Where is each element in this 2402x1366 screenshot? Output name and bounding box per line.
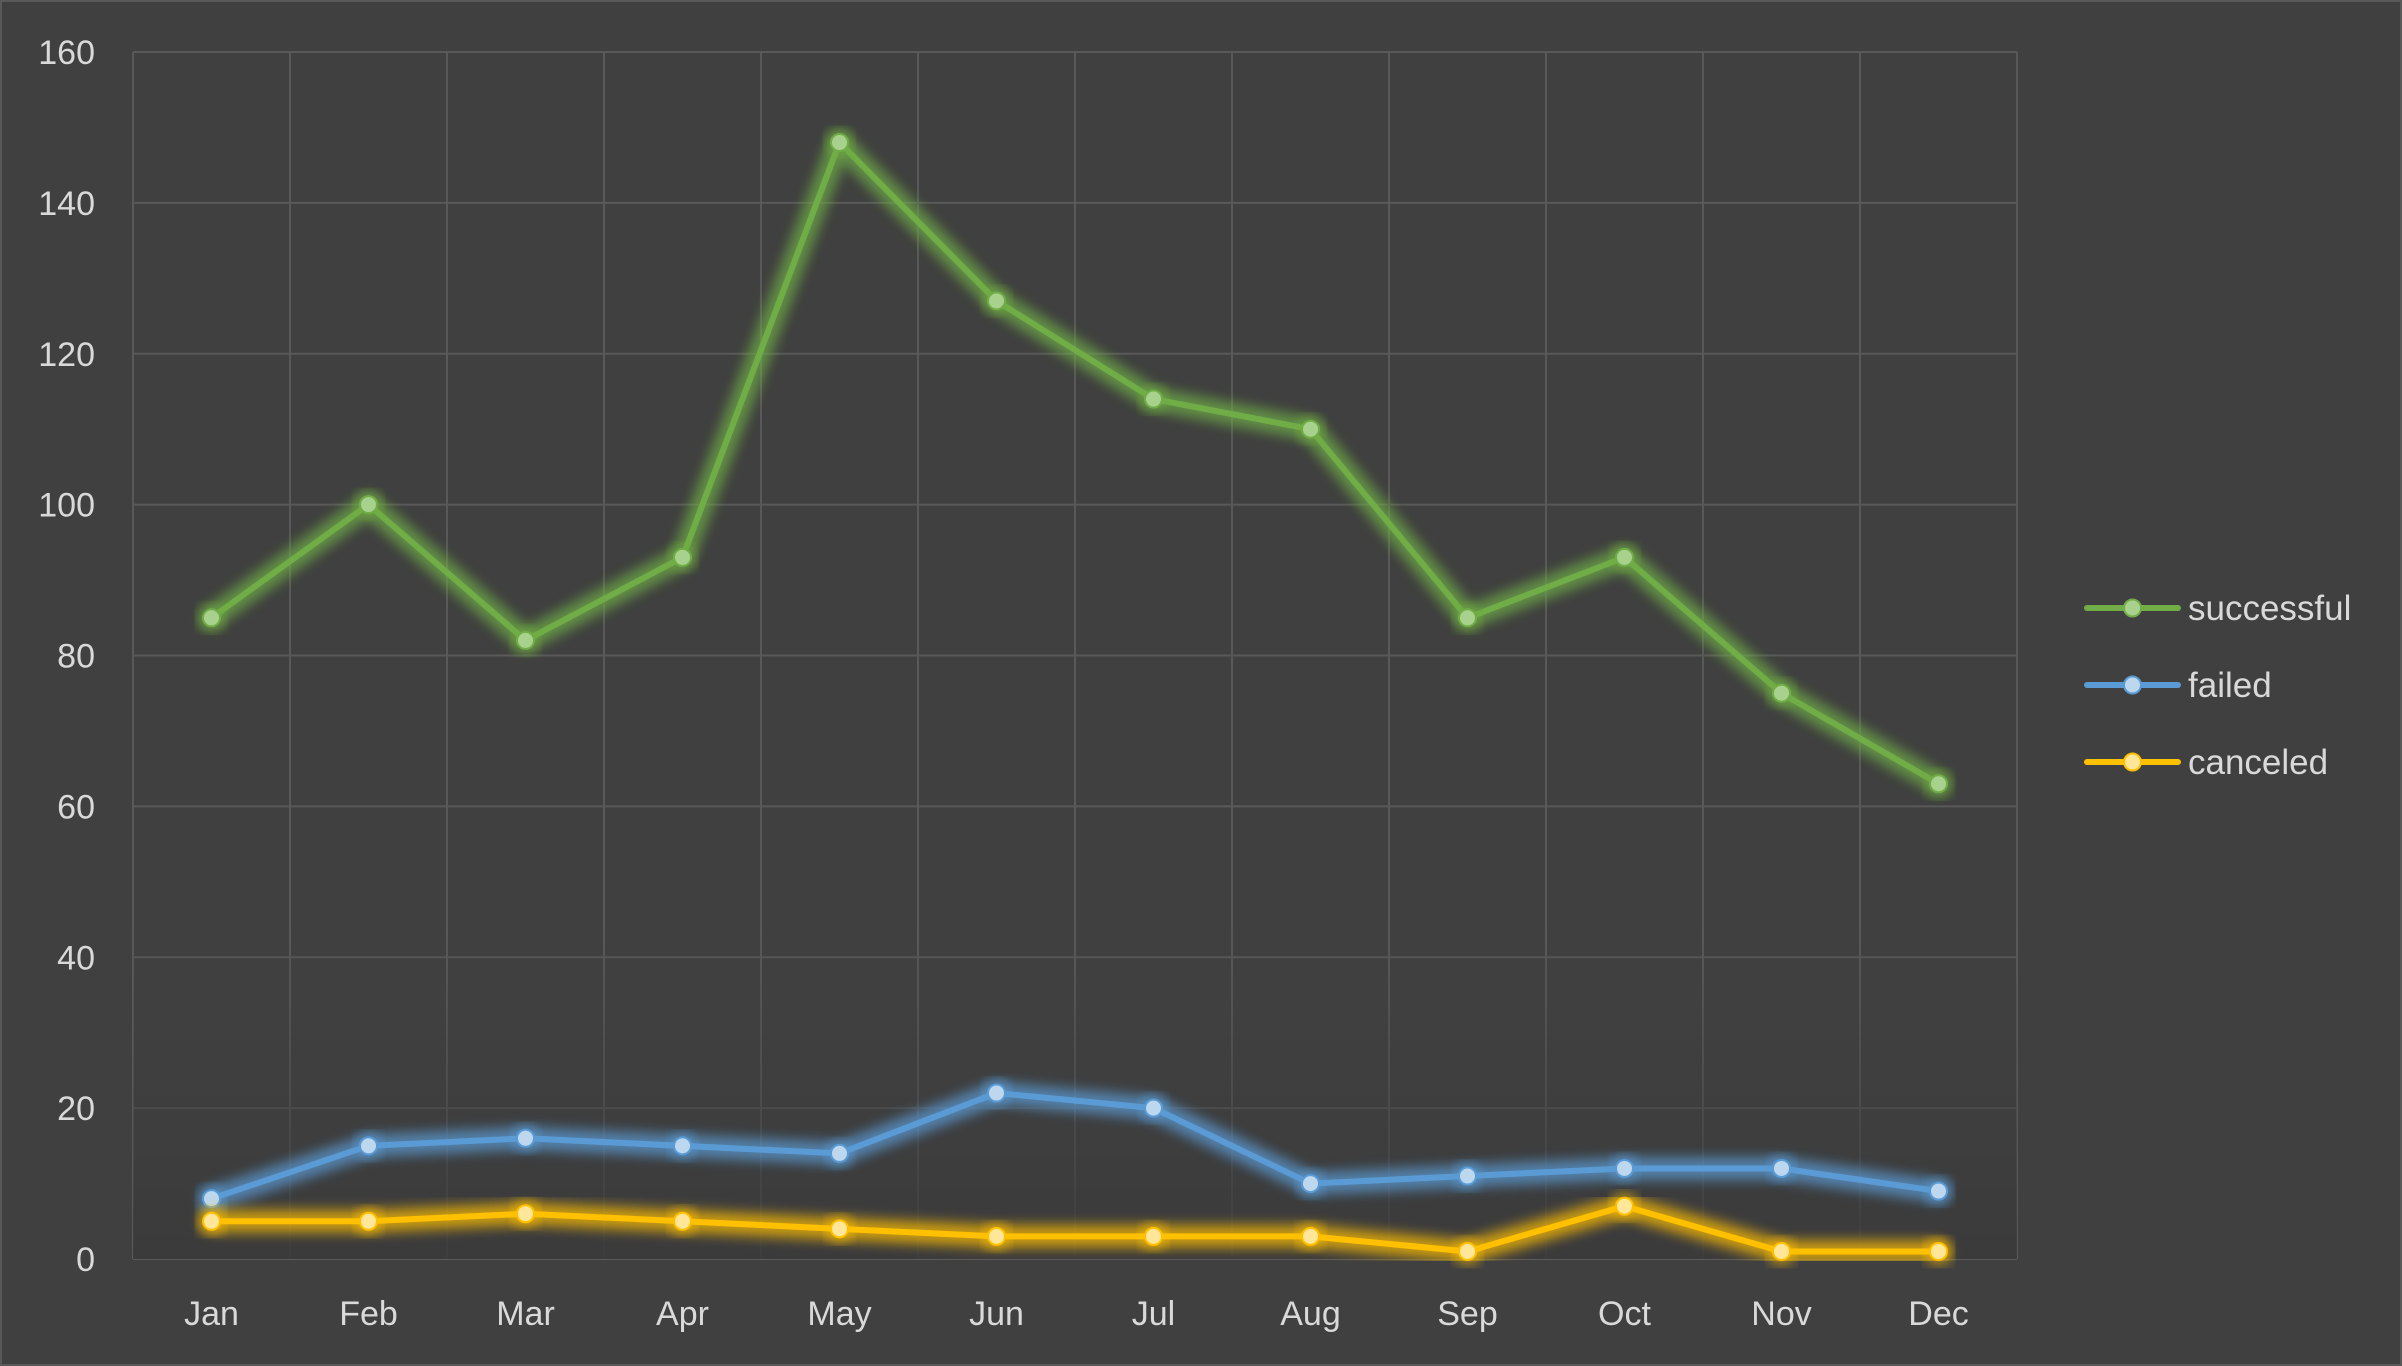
x-axis: Jan Feb Mar Apr May Jun Jul Aug Sep Oct Nov Dec (184, 1295, 1969, 1333)
data-point (1144, 1098, 1163, 1118)
data-point (202, 1211, 221, 1231)
x-tick-label: Dec (1908, 1295, 1968, 1333)
data-point (1772, 683, 1791, 703)
legend-label: successful (2188, 589, 2351, 628)
legend-label: canceled (2188, 743, 2328, 782)
data-point (987, 1226, 1006, 1246)
series-failed (199, 1081, 1951, 1211)
y-tick-label: 0 (76, 1241, 95, 1279)
x-tick-label: May (807, 1295, 871, 1333)
plot-area-shade (133, 52, 2017, 1259)
data-point (202, 608, 221, 628)
legend-marker (2123, 675, 2142, 695)
data-point (987, 291, 1006, 311)
data-point (673, 1211, 692, 1231)
legend-item-failed: failed (2084, 666, 2272, 705)
y-tick-label: 20 (57, 1090, 95, 1128)
legend-item-successful: successful (2084, 589, 2351, 628)
data-point (830, 1143, 849, 1163)
gridlines (132, 51, 2018, 1260)
y-tick-label: 80 (57, 638, 95, 676)
data-point (1458, 1166, 1477, 1186)
series-successful (199, 130, 1951, 796)
data-point (516, 630, 535, 650)
x-tick-label: Aug (1280, 1295, 1341, 1333)
x-tick-label: Mar (496, 1295, 555, 1333)
data-point (1301, 1174, 1320, 1194)
series-canceled (199, 1194, 1951, 1264)
data-point (359, 1136, 378, 1156)
legend-marker (2123, 598, 2142, 618)
legend-marker (2123, 752, 2142, 772)
data-point (1458, 608, 1477, 628)
x-tick-label: Sep (1437, 1295, 1498, 1333)
legend-label: failed (2188, 666, 2272, 705)
x-tick-label: Jan (184, 1295, 239, 1333)
data-point (1772, 1158, 1791, 1178)
data-point (1772, 1241, 1791, 1261)
series-line (208, 1090, 1942, 1202)
data-point (1144, 389, 1163, 409)
y-tick-label: 100 (38, 487, 95, 525)
y-tick-label: 120 (38, 336, 95, 374)
data-point (1929, 1181, 1948, 1201)
y-tick-label: 160 (38, 34, 95, 72)
x-tick-label: Jun (969, 1295, 1024, 1333)
data-point (673, 547, 692, 567)
data-point (1615, 1158, 1634, 1178)
series-line (208, 1203, 1942, 1255)
series-line (208, 139, 1942, 787)
data-point (516, 1128, 535, 1148)
legend-item-canceled: canceled (2084, 743, 2328, 782)
data-point (673, 1136, 692, 1156)
data-point (1301, 419, 1320, 439)
data-point (1458, 1241, 1477, 1261)
data-point (516, 1204, 535, 1224)
data-point (1301, 1226, 1320, 1246)
data-point (1615, 547, 1634, 567)
y-axis: 0 20 40 60 80 100 120 140 160 (38, 34, 95, 1279)
data-point (1144, 1226, 1163, 1246)
data-point (359, 495, 378, 515)
y-tick-label: 40 (57, 939, 95, 977)
y-tick-label: 140 (38, 185, 95, 223)
data-point (987, 1083, 1006, 1103)
x-tick-label: Nov (1751, 1295, 1811, 1333)
data-point (1929, 1241, 1948, 1261)
series-lines (199, 130, 1951, 1264)
data-point (1615, 1196, 1634, 1216)
y-tick-label: 60 (57, 788, 95, 826)
data-point (359, 1211, 378, 1231)
x-tick-label: Jul (1132, 1295, 1175, 1333)
data-point (830, 1219, 849, 1239)
data-point (1929, 774, 1948, 794)
data-point (202, 1189, 221, 1209)
x-tick-label: Feb (339, 1295, 398, 1333)
x-tick-label: Oct (1598, 1295, 1651, 1333)
data-point (830, 133, 849, 153)
x-tick-label: Apr (656, 1295, 709, 1333)
legend: successful failed canceled (2084, 589, 2351, 782)
